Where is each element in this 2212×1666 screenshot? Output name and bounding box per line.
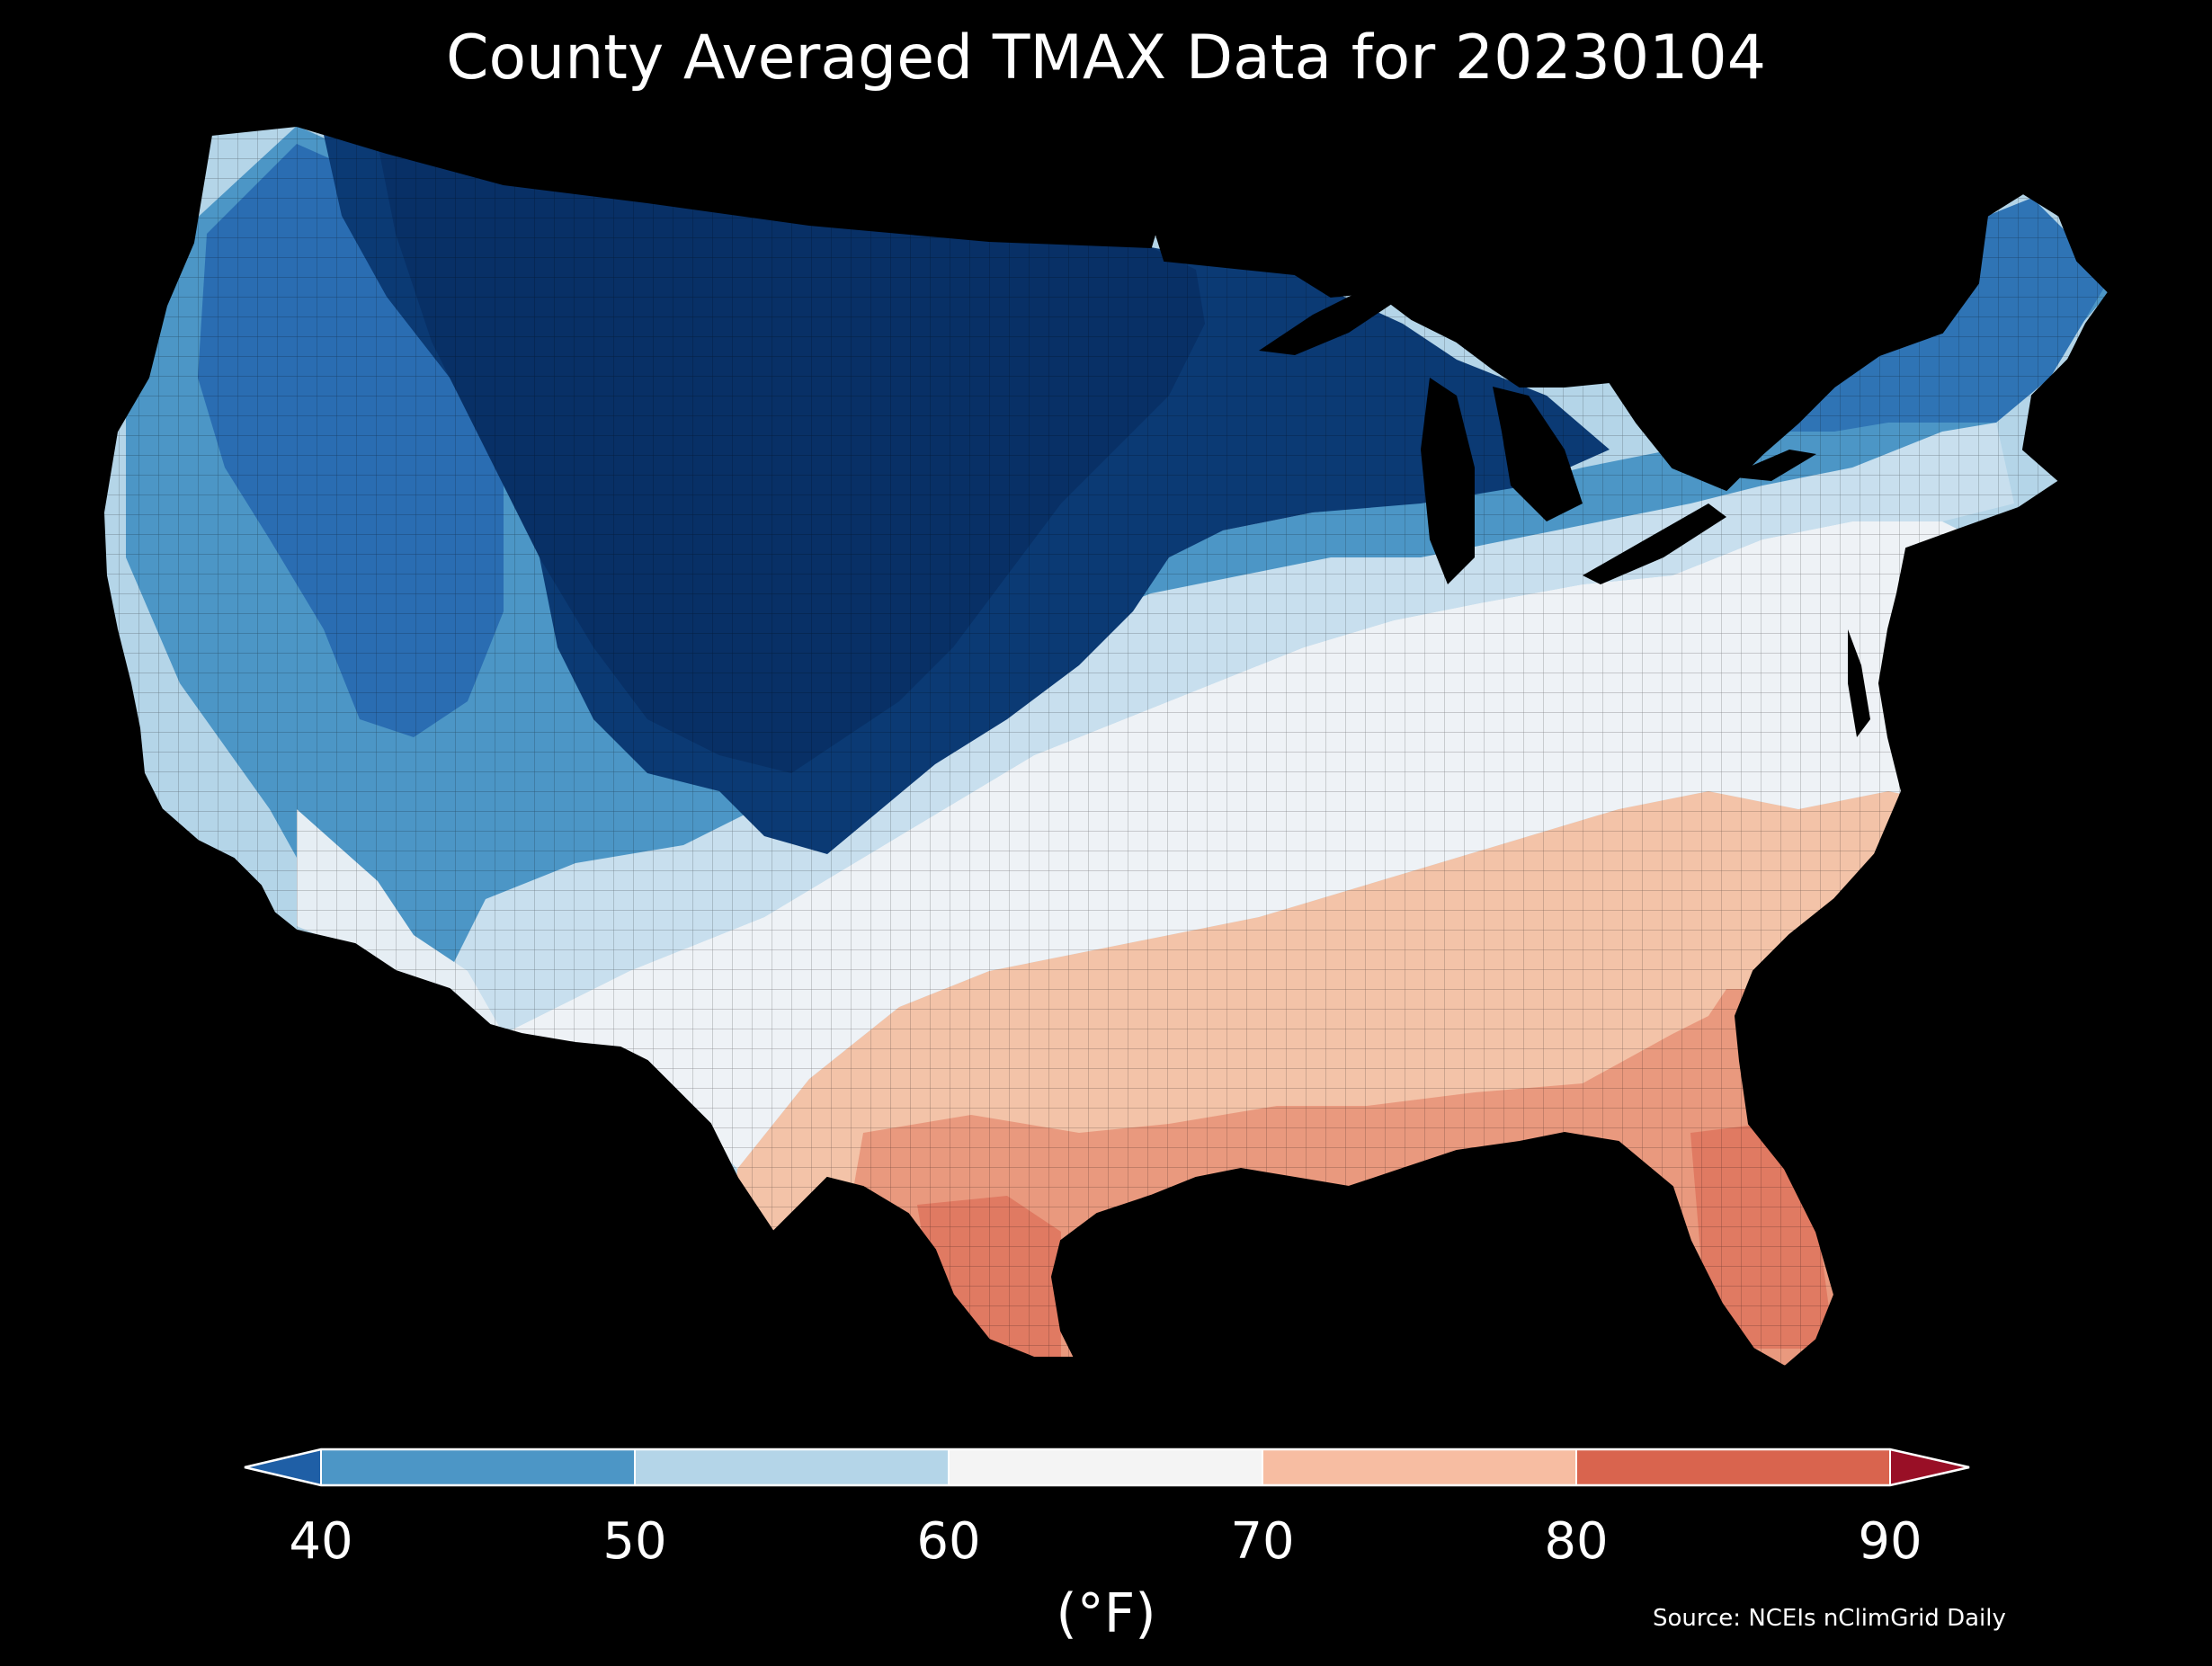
lake-michigan [1421,378,1475,584]
us-outline [102,124,2110,1368]
colorbar-tick-label: 40 [289,1512,353,1571]
colorbar-bin [1262,1449,1576,1485]
lake-superior [1259,288,1403,355]
colorbar-tick-label: 60 [916,1512,981,1571]
colorbar-bin [635,1449,949,1485]
colorbar-tick-label: 90 [1858,1512,1922,1571]
colorbar-extend-low [245,1449,321,1485]
colorbar-tick-label: 70 [1230,1512,1295,1571]
colorbar-tick-label: 50 [602,1512,667,1571]
chart-title: County Averaged TMAX Data for 20230104 [446,22,1766,94]
lake-huron [1493,387,1583,521]
lake-erie [1583,503,1726,584]
colorbar-extend-high [1890,1449,1969,1485]
colorbar-bin [949,1449,1262,1485]
source-note: Source: NCEIs nClimGrid Daily [1653,1605,2006,1632]
colorbar-unit-label: (°F) [1056,1582,1156,1645]
colorbar-bin [1576,1449,1890,1485]
colorbar-bins [244,1448,1970,1487]
lake-ontario [1726,450,1816,481]
colorbar-bin [321,1449,635,1485]
colorbar-tick-label: 80 [1544,1512,1609,1571]
chesapeake-bay [1848,629,1870,737]
